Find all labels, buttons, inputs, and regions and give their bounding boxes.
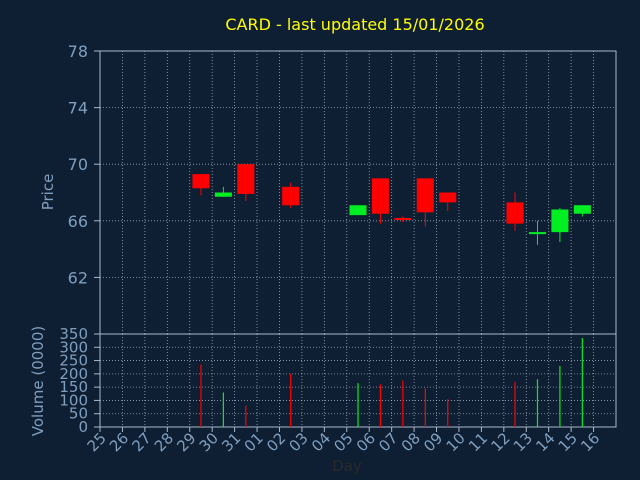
volume-tick-label: 0	[78, 418, 88, 436]
volume-tick-label: 50	[69, 405, 88, 423]
price-frame	[99, 50, 617, 335]
candle-body	[192, 174, 210, 189]
x-tick-label: 16	[577, 429, 603, 455]
volume-tick-label: 200	[59, 365, 88, 383]
volume-axis-label: Volume (0000)	[29, 326, 47, 436]
candle-body	[528, 232, 547, 235]
candle-body	[394, 217, 412, 220]
volume-tick-label: 100	[59, 391, 88, 409]
price-axis-label: Price	[39, 174, 57, 211]
candle-body	[282, 186, 300, 206]
candle-body	[551, 209, 569, 233]
x-axis-label: Day	[332, 457, 362, 475]
price-tick-label: 70	[68, 155, 88, 174]
candle-body	[371, 178, 389, 214]
chart-title: CARD - last updated 15/01/2026	[225, 15, 484, 34]
price-tick-label: 66	[68, 212, 88, 231]
volume-tick-label: 250	[59, 352, 88, 370]
candle-body	[416, 178, 434, 213]
candle-body	[349, 205, 367, 216]
price-tick-label: 62	[68, 268, 88, 287]
candle-body	[214, 192, 232, 197]
candle-body	[439, 192, 457, 203]
volume-tick-label: 300	[59, 338, 88, 356]
price-tick-label: 78	[68, 42, 88, 61]
candle-body	[573, 205, 591, 214]
volume-tick-label: 350	[59, 325, 88, 343]
price-tick-label: 74	[68, 99, 88, 118]
price-panel: 78 74 70 66 62	[68, 42, 617, 335]
volume-tick-label: 150	[59, 378, 88, 396]
x-axis-ticks: 2526272829303101020304050607080910111213…	[84, 427, 603, 455]
candle-body	[237, 164, 255, 194]
candle-body	[506, 202, 524, 224]
